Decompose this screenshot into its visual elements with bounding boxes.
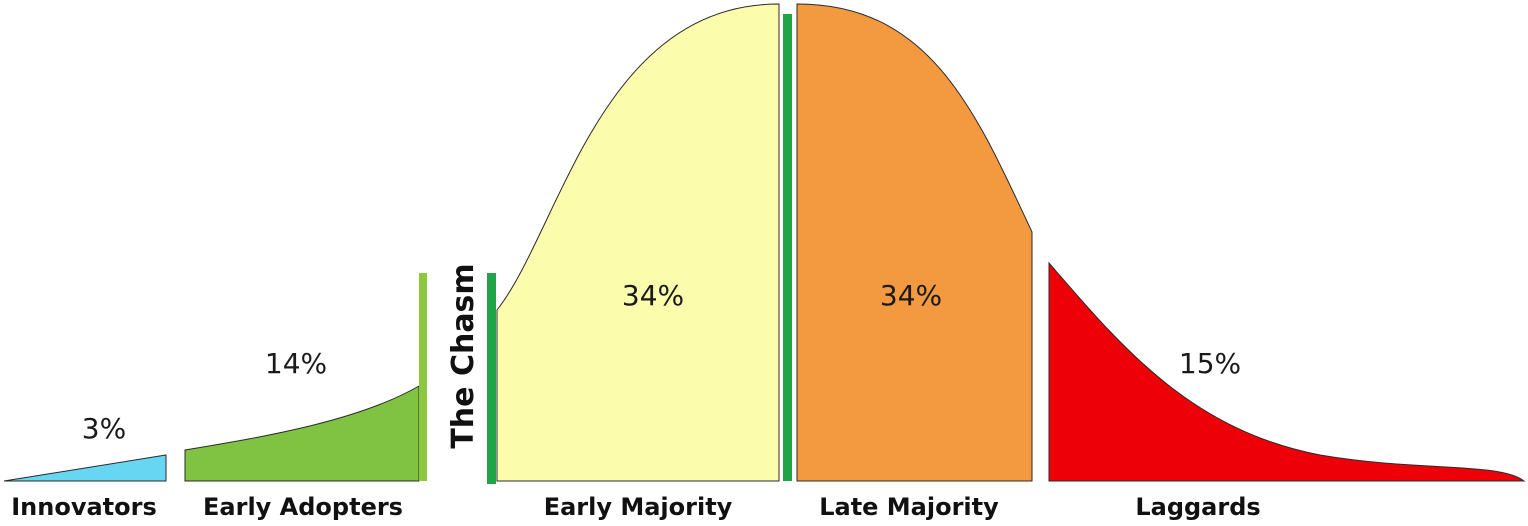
early-majority-label: Early Majority bbox=[544, 493, 733, 521]
innovators-percent: 3% bbox=[82, 412, 126, 445]
early-adopters-edge-bar bbox=[419, 273, 427, 481]
early-majority-percent: 34% bbox=[622, 279, 684, 312]
late-majority-label: Late Majority bbox=[819, 493, 999, 521]
chasm-bar bbox=[487, 273, 496, 484]
segment-early-adopters bbox=[184, 385, 420, 482]
innovators-label: Innovators bbox=[11, 493, 157, 521]
chasm-label: The Chasm bbox=[446, 263, 481, 448]
majority-divider-bar bbox=[783, 14, 792, 481]
segment-laggards bbox=[1048, 261, 1526, 482]
segment-late-majority bbox=[796, 3, 1033, 482]
laggards-label: Laggards bbox=[1135, 493, 1260, 521]
early-adopters-label: Early Adopters bbox=[203, 493, 403, 521]
late-majority-percent: 34% bbox=[880, 279, 942, 312]
segment-early-majority bbox=[496, 3, 780, 482]
early-adopters-percent: 14% bbox=[265, 347, 327, 380]
laggards-percent: 15% bbox=[1179, 347, 1241, 380]
segment-innovators bbox=[3, 454, 167, 482]
